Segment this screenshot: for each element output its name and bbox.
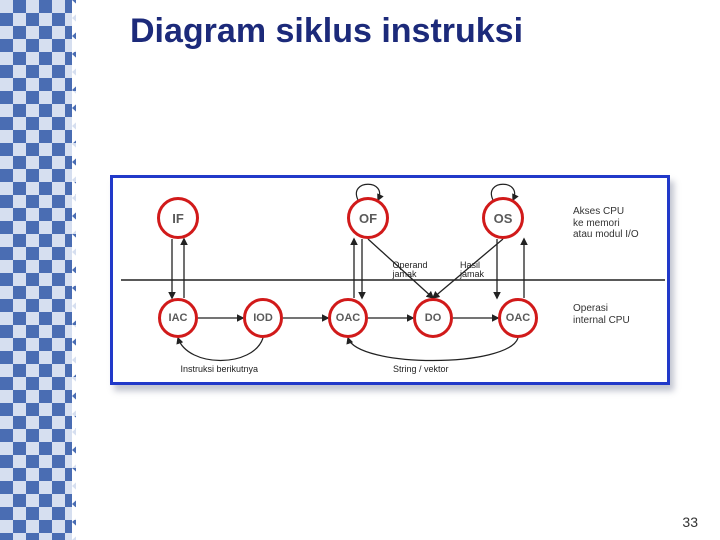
- decorative-left-border: [0, 0, 80, 540]
- node-iac: IAC: [158, 298, 198, 338]
- node-do: DO: [413, 298, 453, 338]
- node-of: OF: [347, 197, 389, 239]
- region-label-upper: Akses CPUke memoriatau modul I/O: [573, 206, 663, 241]
- page-number: 33: [682, 514, 698, 530]
- edge-label: Instruksi berikutnya: [181, 364, 259, 374]
- diagram-container: Akses CPUke memoriatau modul I/O Operasii…: [110, 175, 670, 385]
- edge-label: Hasiljamak: [460, 261, 484, 279]
- node-oac1: OAC: [328, 298, 368, 338]
- node-oac2: OAC: [498, 298, 538, 338]
- page-title: Diagram siklus instruksi: [130, 12, 523, 51]
- node-if: IF: [157, 197, 199, 239]
- node-iod: IOD: [243, 298, 283, 338]
- region-label-lower: Operasiinternal CPU: [573, 303, 663, 326]
- edge-label: String / vektor: [393, 364, 449, 374]
- node-os: OS: [482, 197, 524, 239]
- edge-label: Operandjamak: [393, 261, 428, 279]
